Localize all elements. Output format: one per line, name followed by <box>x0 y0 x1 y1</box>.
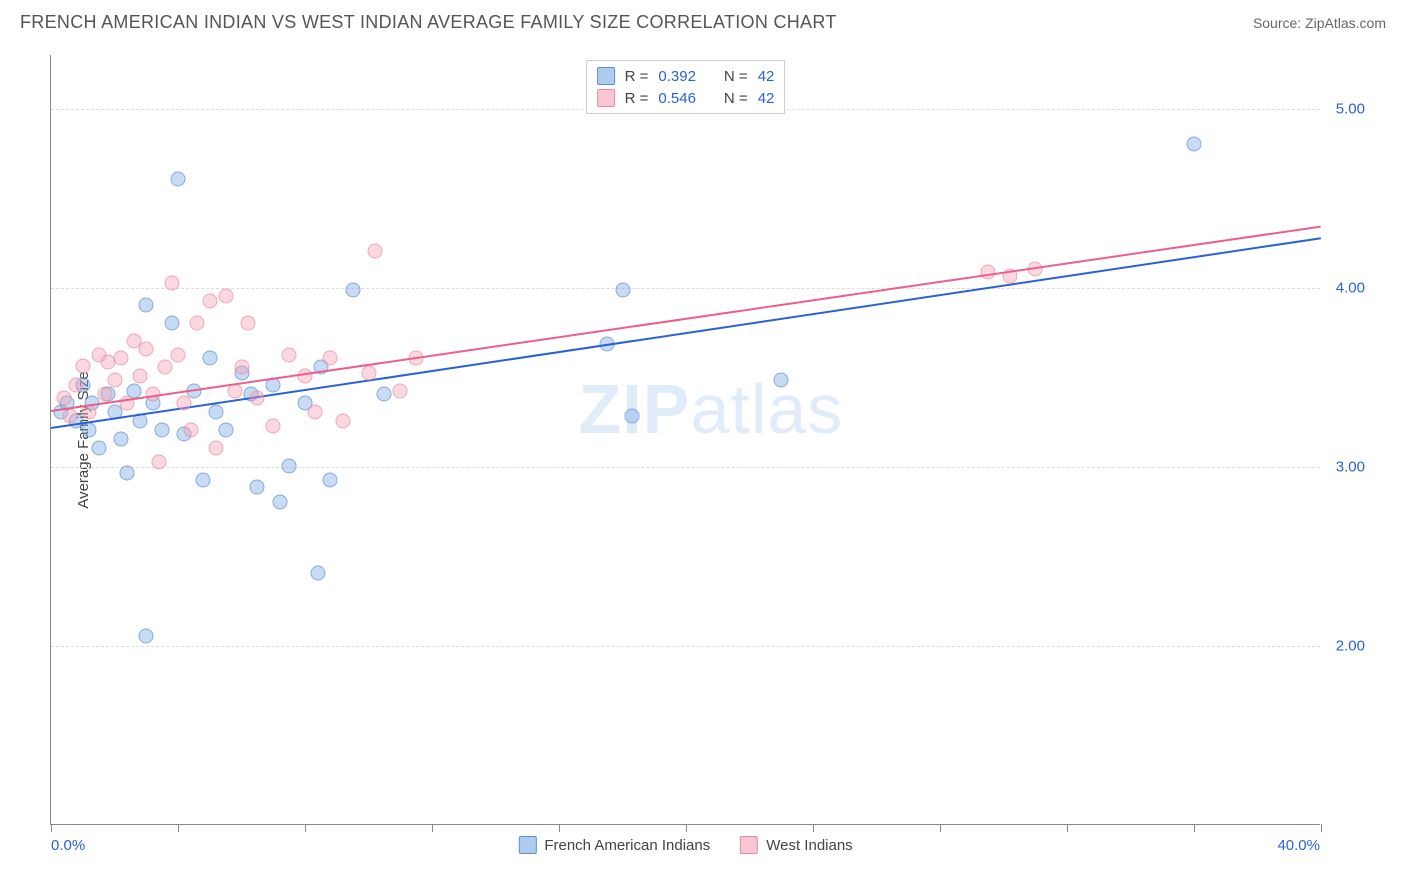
gridline <box>51 646 1320 647</box>
data-point <box>774 372 789 387</box>
data-point <box>155 423 170 438</box>
y-tick-label: 4.00 <box>1336 279 1365 296</box>
x-axis-min-label: 0.0% <box>51 837 85 854</box>
legend-item-blue: French American Indians <box>518 836 710 854</box>
trend-line <box>51 238 1321 430</box>
watermark: ZIPatlas <box>578 369 843 449</box>
swatch-blue-icon <box>518 836 536 854</box>
y-tick-label: 3.00 <box>1336 458 1365 475</box>
data-point <box>69 378 84 393</box>
data-point <box>615 283 630 298</box>
x-tick <box>305 824 306 832</box>
data-point <box>234 360 249 375</box>
x-tick <box>178 824 179 832</box>
data-point <box>282 347 297 362</box>
x-tick <box>1194 824 1195 832</box>
x-tick <box>1321 824 1322 832</box>
data-point <box>164 276 179 291</box>
data-point <box>164 315 179 330</box>
legend-item-pink: West Indians <box>740 836 852 854</box>
data-point <box>209 405 224 420</box>
data-point <box>190 315 205 330</box>
data-point <box>377 387 392 402</box>
data-point <box>367 243 382 258</box>
plot-region: ZIPatlas R = 0.392 N = 42 R = 0.546 N = … <box>50 55 1320 825</box>
data-point <box>139 297 154 312</box>
correlation-legend: R = 0.392 N = 42 R = 0.546 N = 42 <box>586 60 786 114</box>
data-point <box>361 365 376 380</box>
data-point <box>250 390 265 405</box>
data-point <box>139 628 154 643</box>
data-point <box>75 358 90 373</box>
data-point <box>218 423 233 438</box>
chart-area: Average Family Size ZIPatlas R = 0.392 N… <box>50 55 1350 825</box>
data-point <box>177 396 192 411</box>
x-tick <box>813 824 814 832</box>
x-axis-max-label: 40.0% <box>1277 837 1320 854</box>
data-point <box>139 342 154 357</box>
data-point <box>151 455 166 470</box>
x-tick <box>432 824 433 832</box>
swatch-pink-icon <box>740 836 758 854</box>
data-point <box>393 383 408 398</box>
gridline <box>51 288 1320 289</box>
data-point <box>202 294 217 309</box>
data-point <box>171 172 186 187</box>
data-point <box>107 372 122 387</box>
swatch-blue <box>597 67 615 85</box>
data-point <box>82 423 97 438</box>
legend-row-blue: R = 0.392 N = 42 <box>597 65 775 87</box>
data-point <box>196 473 211 488</box>
data-point <box>63 408 78 423</box>
x-tick <box>559 824 560 832</box>
data-point <box>282 458 297 473</box>
data-point <box>625 408 640 423</box>
data-point <box>218 288 233 303</box>
data-point <box>310 566 325 581</box>
data-point <box>298 369 313 384</box>
data-point <box>97 387 112 402</box>
data-point <box>323 473 338 488</box>
x-tick <box>51 824 52 832</box>
data-point <box>56 390 71 405</box>
data-point <box>209 440 224 455</box>
legend-row-pink: R = 0.546 N = 42 <box>597 87 775 109</box>
data-point <box>250 480 265 495</box>
data-point <box>120 466 135 481</box>
data-point <box>202 351 217 366</box>
x-tick <box>1067 824 1068 832</box>
data-point <box>91 440 106 455</box>
data-point <box>307 405 322 420</box>
data-point <box>113 432 128 447</box>
source-attribution: Source: ZipAtlas.com <box>1253 15 1386 31</box>
data-point <box>336 414 351 429</box>
data-point <box>1187 136 1202 151</box>
data-point <box>240 315 255 330</box>
data-point <box>272 494 287 509</box>
series-legend: French American Indians West Indians <box>518 836 852 854</box>
y-tick-label: 2.00 <box>1336 637 1365 654</box>
y-tick-label: 5.00 <box>1336 100 1365 117</box>
data-point <box>113 351 128 366</box>
gridline <box>51 467 1320 468</box>
data-point <box>183 423 198 438</box>
data-point <box>266 419 281 434</box>
chart-title: FRENCH AMERICAN INDIAN VS WEST INDIAN AV… <box>20 12 837 33</box>
x-tick <box>940 824 941 832</box>
data-point <box>171 347 186 362</box>
data-point <box>345 283 360 298</box>
swatch-pink <box>597 89 615 107</box>
data-point <box>323 351 338 366</box>
data-point <box>132 369 147 384</box>
x-tick <box>686 824 687 832</box>
data-point <box>158 360 173 375</box>
header: FRENCH AMERICAN INDIAN VS WEST INDIAN AV… <box>0 0 1406 41</box>
